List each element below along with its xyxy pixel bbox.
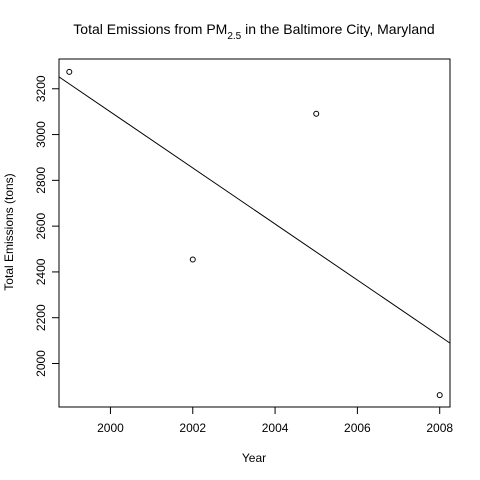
y-tick-label-3: 2600 xyxy=(34,212,48,239)
y-axis-label: Total Emissions (tons) xyxy=(2,173,16,290)
y-tick-label-6: 3200 xyxy=(34,75,48,102)
x-tick-label-4: 2008 xyxy=(426,421,453,435)
y-axis: 2000 2200 2400 2600 2800 3000 3200 xyxy=(34,75,60,377)
data-point-3 xyxy=(436,392,443,399)
x-tick-label-1: 2002 xyxy=(179,421,206,435)
points-group xyxy=(66,68,443,399)
data-point-0 xyxy=(66,68,73,75)
regression-line xyxy=(58,76,451,344)
y-tick-label-5: 3000 xyxy=(34,121,48,148)
y-tick-label-4: 2800 xyxy=(34,167,48,194)
x-tick-label-3: 2006 xyxy=(344,421,371,435)
fit-line-group xyxy=(58,76,451,344)
chart-title-prefix: Total Emissions from PM xyxy=(73,21,227,37)
y-tick-label-0: 2000 xyxy=(34,350,48,377)
chart-title: Total Emissions from PM2.5 in the Baltim… xyxy=(73,21,434,42)
data-point-1 xyxy=(189,256,196,263)
y-tick-label-1: 2200 xyxy=(34,304,48,331)
x-tick-label-0: 2000 xyxy=(97,421,124,435)
x-axis: 2000 2002 2004 2006 2008 xyxy=(97,406,453,435)
chart-title-subscript: 2.5 xyxy=(227,31,241,42)
x-tick-label-2: 2004 xyxy=(262,421,289,435)
chart-title-suffix: in the Baltimore City, Maryland xyxy=(241,21,434,37)
y-tick-label-2: 2400 xyxy=(34,258,48,285)
plot-frame-group xyxy=(58,58,451,408)
plot-frame xyxy=(58,58,451,408)
x-axis-label: Year xyxy=(242,451,266,465)
data-point-2 xyxy=(313,110,320,117)
